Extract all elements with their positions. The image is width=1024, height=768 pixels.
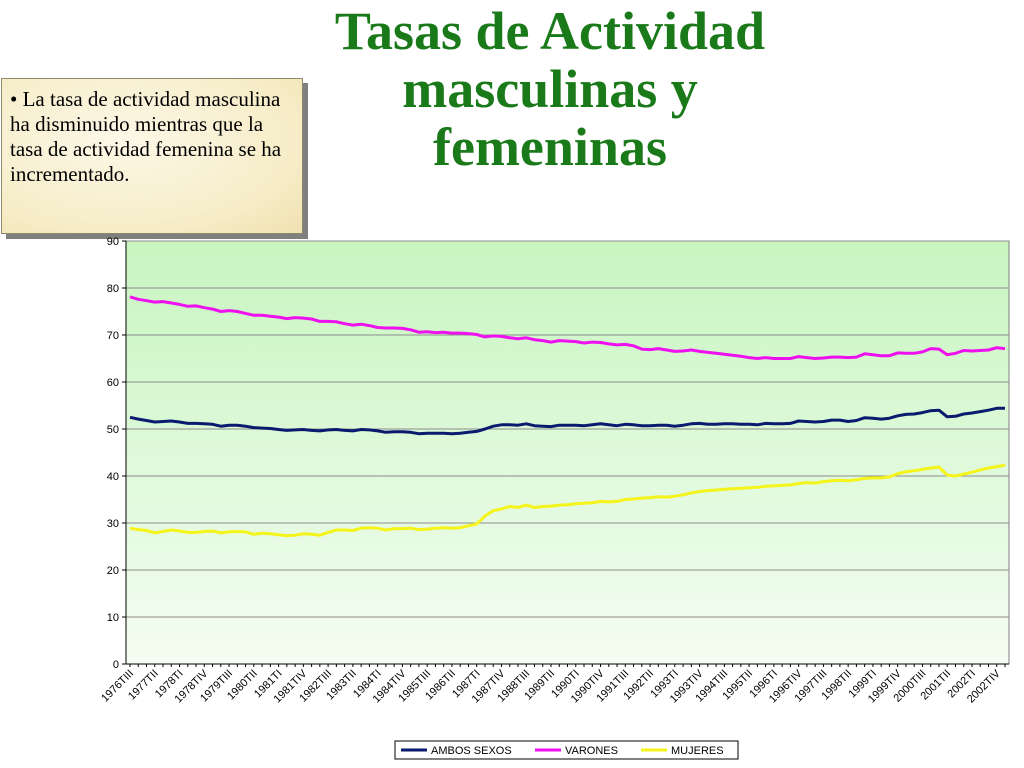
y-tick-label: 30: [107, 518, 119, 530]
y-tick-label: 0: [113, 659, 119, 671]
title-line-1: Tasas de Actividad: [334, 1, 766, 61]
legend: AMBOS SEXOS VARONES MUJERES: [394, 740, 739, 760]
series-line-varones: [129, 295, 1006, 360]
title-line-3: femeninas: [433, 117, 667, 177]
y-tick-label: 20: [107, 565, 119, 577]
x-axis: 1976TIII1977TII1978TI1978TIV1979TIII1980…: [99, 663, 1009, 706]
title-line-2: masculinas y: [402, 59, 698, 119]
y-tick-label: 80: [107, 283, 119, 295]
series-lines: [129, 295, 1006, 538]
legend-label-varones: VARONES: [565, 745, 618, 757]
note-text: • La tasa de actividad masculina ha dism…: [10, 87, 282, 186]
y-tick-label: 70: [107, 330, 119, 342]
legend-label-ambos: AMBOS SEXOS: [431, 745, 512, 757]
y-tick-label: 60: [107, 377, 119, 389]
y-axis: 0 10 20 30 40 50 60 70 80 90: [107, 236, 127, 671]
legend-label-mujeres: MUJERES: [671, 745, 724, 757]
y-tick-label: 40: [107, 471, 119, 483]
slide-title: Tasas de Actividad masculinas y femenina…: [250, 2, 850, 176]
y-tick-label: 10: [107, 612, 119, 624]
note-box: • La tasa de actividad masculina ha dism…: [1, 78, 303, 234]
series-line-mujeres: [129, 463, 1006, 538]
series-line-ambos: [129, 406, 1005, 436]
y-tick-label: 90: [107, 236, 119, 248]
plot-area: [125, 240, 1010, 665]
legend-box: [394, 740, 739, 760]
y-tick-label: 50: [107, 424, 119, 436]
